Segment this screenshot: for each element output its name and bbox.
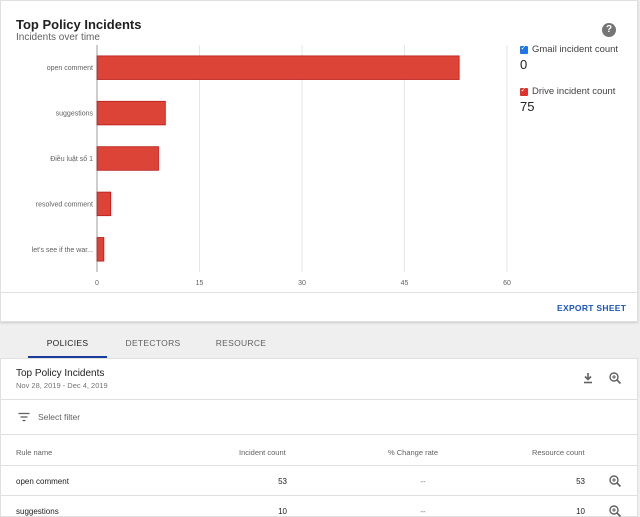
- y-tick-label: Điều luật số 1: [50, 154, 93, 163]
- chart-title: Top Policy Incidents: [16, 17, 142, 32]
- legend-label: Gmail incident count: [532, 44, 619, 55]
- column-header-rule[interactable]: Rule name: [16, 448, 53, 457]
- legend-item-drive: Drive incident count 75: [520, 86, 638, 114]
- y-tick-label: suggestions: [56, 111, 94, 118]
- tab-bar: POLICIES DETECTORS RESOURCE: [0, 332, 640, 358]
- help-icon[interactable]: ?: [602, 23, 616, 37]
- column-header-resources[interactable]: Resource count: [532, 448, 585, 457]
- table-row[interactable]: suggestions 10 -- 10: [1, 495, 637, 517]
- checkbox-icon[interactable]: [520, 87, 528, 96]
- cell-incidents: 53: [278, 477, 287, 486]
- download-icon[interactable]: [581, 371, 595, 385]
- filter-icon[interactable]: [17, 410, 31, 424]
- x-tick-label: 30: [298, 280, 306, 287]
- cell-change: --: [420, 477, 426, 486]
- bar: [96, 100, 166, 126]
- legend-value: 0: [520, 57, 528, 72]
- legend-label: Drive incident count: [532, 86, 616, 97]
- date-range: Nov 28, 2019 - Dec 4, 2019: [16, 381, 108, 390]
- filter-input[interactable]: Select filter: [38, 412, 81, 422]
- table-card: Top Policy Incidents Nov 28, 2019 - Dec …: [0, 358, 638, 517]
- zoom-in-icon[interactable]: [608, 371, 622, 385]
- bar: [96, 237, 105, 262]
- tab-resource[interactable]: RESOURCE: [215, 338, 267, 348]
- y-tick-label: let's see if the war...: [32, 247, 93, 254]
- checkbox-icon[interactable]: [520, 45, 528, 54]
- cell-resources: 53: [576, 477, 585, 486]
- cell-change: --: [420, 507, 426, 516]
- y-tick-label: open comment: [47, 65, 93, 72]
- table-row[interactable]: open comment 53 -- 53: [1, 465, 637, 495]
- x-tick-label: 0: [95, 280, 99, 287]
- chart-legend: Gmail incident count 0 Drive incident co…: [520, 44, 638, 128]
- filter-bar: Select filter: [1, 399, 637, 435]
- tab-detectors[interactable]: DETECTORS: [125, 338, 181, 348]
- x-tick-label: 15: [196, 280, 204, 287]
- cell-rule: suggestions: [16, 507, 59, 516]
- legend-toggle-drive[interactable]: Drive incident count: [520, 86, 638, 97]
- bar: [96, 55, 460, 80]
- cell-rule: open comment: [16, 477, 69, 486]
- legend-item-gmail: Gmail incident count 0: [520, 44, 638, 72]
- tab-policies[interactable]: POLICIES: [28, 332, 107, 358]
- bar: [96, 191, 112, 217]
- cell-incidents: 10: [278, 507, 287, 516]
- table-title: Top Policy Incidents: [16, 368, 105, 379]
- export-sheet-button[interactable]: EXPORT SHEET: [557, 303, 627, 313]
- card-divider: [1, 292, 639, 293]
- legend-value: 75: [520, 99, 535, 114]
- cell-resources: 10: [576, 507, 585, 516]
- zoom-in-icon[interactable]: [608, 474, 622, 488]
- legend-toggle-gmail[interactable]: Gmail incident count: [520, 44, 638, 55]
- bar: [96, 146, 159, 171]
- x-tick-label: 60: [503, 280, 511, 287]
- chart-card: Top Policy Incidents Incidents over time…: [0, 0, 638, 322]
- zoom-in-icon[interactable]: [608, 504, 622, 517]
- chart-subtitle: Incidents over time: [16, 32, 100, 43]
- x-tick-label: 45: [401, 280, 409, 287]
- column-header-change[interactable]: % Change rate: [388, 448, 439, 457]
- bar-chart: 0 15 30 45 60 open comment suggestions Điều luậ…: [32, 45, 511, 287]
- column-header-incidents[interactable]: Incident count: [239, 448, 286, 457]
- y-tick-label: resolved comment: [36, 201, 93, 208]
